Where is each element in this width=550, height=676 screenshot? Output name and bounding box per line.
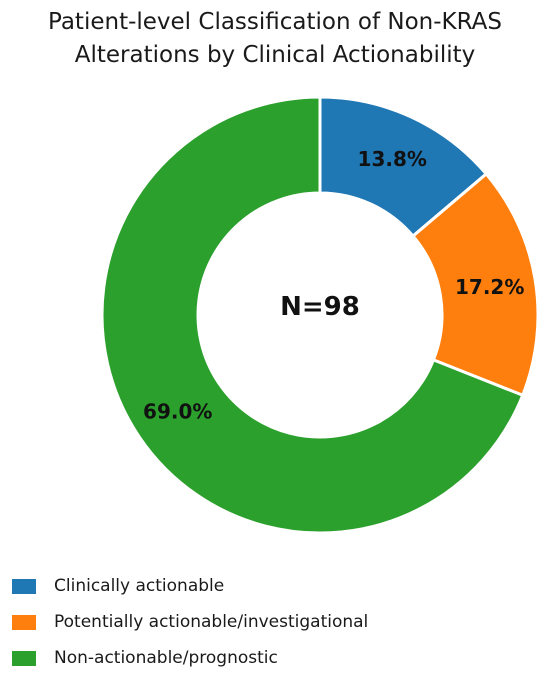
legend-label: Non-actionable/prognostic bbox=[54, 648, 278, 668]
slice-percent-label: 69.0% bbox=[143, 400, 212, 424]
legend-swatch bbox=[12, 578, 36, 594]
chart-title: Patient-level Classification of Non-KRAS… bbox=[0, 6, 550, 72]
center-label: N=98 bbox=[280, 292, 360, 322]
legend-label: Clinically actionable bbox=[54, 576, 225, 596]
donut-slices bbox=[100, 95, 540, 535]
legend: Clinically actionable Potentially action… bbox=[12, 568, 368, 676]
legend-label: Potentially actionable/investigational bbox=[54, 612, 369, 632]
legend-item: Clinically actionable bbox=[12, 568, 368, 604]
legend-swatch bbox=[12, 650, 36, 666]
legend-item: Potentially actionable/investigational bbox=[12, 604, 368, 640]
slice-percent-label: 13.8% bbox=[358, 147, 427, 171]
donut-slice-labels: 13.8% 17.2% 69.0% bbox=[143, 147, 524, 424]
donut-slice bbox=[100, 95, 525, 535]
legend-item: Non-actionable/prognostic bbox=[12, 640, 368, 676]
legend-swatch bbox=[12, 614, 36, 630]
donut-slice bbox=[410, 171, 540, 398]
chart-title-line-2: Alterations by Clinical Actionability bbox=[74, 42, 476, 68]
chart-title-line-1: Patient-level Classification of Non-KRAS bbox=[48, 9, 502, 35]
slice-percent-label: 17.2% bbox=[455, 275, 524, 299]
